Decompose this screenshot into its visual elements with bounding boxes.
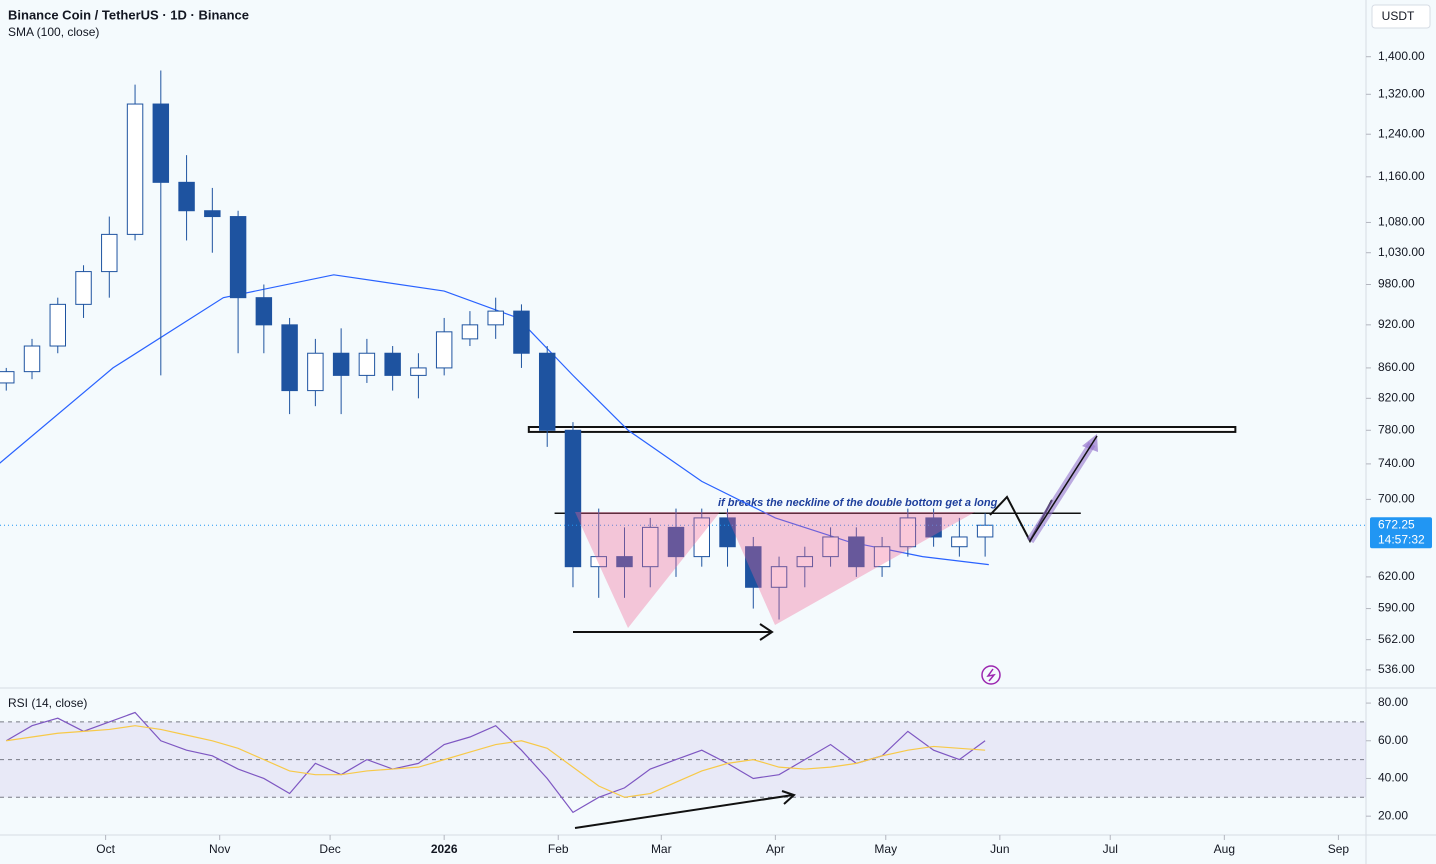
y-tick-label: 1,080.00 — [1378, 215, 1425, 229]
y-tick-label: 80.00 — [1378, 695, 1408, 709]
candle-body — [667, 526, 685, 558]
y-tick-label: 780.00 — [1378, 422, 1415, 436]
arrow-head — [759, 623, 774, 641]
candle-body — [590, 556, 607, 568]
candle-body — [23, 345, 41, 373]
x-tick-label: Jul — [1103, 842, 1118, 856]
y-tick-label: 1,400.00 — [1378, 49, 1425, 63]
candle-body — [255, 297, 273, 326]
candle-body — [281, 324, 298, 392]
candle-body — [770, 566, 788, 588]
candle-body — [719, 517, 736, 548]
candle-body — [616, 556, 633, 568]
candle-body — [642, 526, 659, 568]
candle-body — [101, 233, 118, 273]
rsi-divergence-arrow — [574, 794, 794, 829]
y-tick-label: 1,030.00 — [1378, 245, 1425, 259]
y-tick-label: 740.00 — [1378, 456, 1415, 470]
projection-line — [1029, 435, 1098, 542]
y-tick-label: 1,320.00 — [1378, 86, 1425, 100]
y-tick-label: 860.00 — [1378, 360, 1415, 374]
candle-body — [487, 310, 504, 326]
candle-body — [796, 556, 814, 568]
candle-body — [822, 536, 839, 558]
y-tick-label: 1,160.00 — [1378, 169, 1425, 183]
candle-body — [848, 536, 865, 568]
y-tick-label: 20.00 — [1378, 808, 1408, 822]
candle-body — [538, 352, 556, 431]
y-tick-label: 40.00 — [1378, 771, 1408, 785]
pattern-triangle — [725, 512, 975, 625]
pattern-triangle — [575, 512, 720, 628]
y-tick-label: 820.00 — [1378, 391, 1415, 405]
resistance-zone — [527, 426, 1237, 433]
y-tick-label: 60.00 — [1378, 733, 1408, 747]
y-tick-label: 562.00 — [1378, 632, 1415, 646]
last-price-label: 672.25 — [1378, 517, 1415, 531]
x-tick-label: Aug — [1214, 842, 1235, 856]
projection-arrow-head — [1082, 434, 1098, 452]
y-tick-label: 700.00 — [1378, 492, 1415, 506]
candle-body — [307, 352, 324, 392]
x-tick-label: Oct — [96, 842, 115, 856]
candle-body — [564, 429, 582, 568]
indicator-label: SMA (100, close) — [8, 25, 99, 39]
chart-title: Binance Coin / TetherUS · 1D · Binance — [8, 7, 249, 22]
x-tick-label: Dec — [319, 842, 340, 856]
x-tick-label: Sep — [1328, 842, 1350, 856]
y-tick-label: 980.00 — [1378, 277, 1415, 291]
candle-body — [75, 271, 92, 305]
candle-body — [435, 331, 453, 369]
candle-body — [513, 310, 530, 354]
candle-body — [152, 103, 170, 183]
last-price-box — [1370, 517, 1432, 549]
rsi-line — [5, 711, 986, 814]
candle-body — [693, 517, 710, 558]
candle-body — [0, 371, 15, 384]
x-tick-label: Apr — [766, 842, 785, 856]
candle-body — [332, 352, 350, 376]
candle-body — [229, 216, 247, 299]
candle-body — [410, 367, 427, 376]
candle-body — [178, 181, 195, 212]
candle-body — [745, 546, 762, 588]
drawings — [573, 434, 1098, 829]
candle-body — [49, 303, 67, 347]
y-tick-label: 590.00 — [1378, 601, 1415, 615]
rsi-ma-line — [6, 725, 986, 798]
currency-label: USDT — [1382, 9, 1415, 23]
x-tick-label: Feb — [548, 842, 569, 856]
arrow-head — [781, 790, 796, 805]
x-tick-label: Mar — [651, 842, 672, 856]
annotation: if breaks the neckline of the double bot… — [718, 497, 998, 509]
event-icon[interactable] — [981, 665, 1001, 685]
candle-body — [976, 524, 994, 538]
x-tick-label: 2026 — [431, 842, 458, 856]
event-icon-bolt — [986, 668, 996, 682]
candle-body — [873, 546, 891, 568]
x-tick-label: May — [874, 842, 897, 856]
x-tick-label: Jun — [990, 842, 1009, 856]
countdown-label: 14:57:32 — [1378, 532, 1425, 546]
candle-body — [384, 352, 401, 376]
candle-body — [204, 210, 221, 218]
candle-body — [925, 517, 942, 538]
x-tick-label: Nov — [209, 842, 230, 856]
candle-body — [126, 103, 144, 235]
y-tick-label: 620.00 — [1378, 569, 1415, 583]
currency-button[interactable] — [1371, 4, 1431, 29]
y-tick-label: 536.00 — [1378, 662, 1415, 676]
candle-body — [461, 324, 479, 340]
candle-body — [358, 352, 376, 376]
y-tick-label: 920.00 — [1378, 317, 1415, 331]
candle-body — [951, 536, 968, 548]
y-tick-label: 1,240.00 — [1378, 126, 1425, 140]
candle-body — [899, 517, 917, 548]
rsi-title: RSI (14, close) — [8, 696, 87, 710]
